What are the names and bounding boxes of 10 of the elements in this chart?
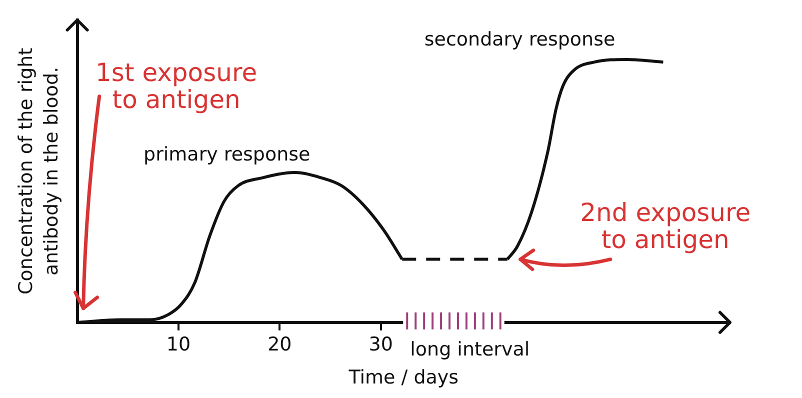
- annotation: 2nd exposure to antigen: [580, 198, 751, 254]
- x-tick-label: 20: [268, 334, 292, 356]
- text: long interval: [410, 338, 530, 360]
- annotation: 1st exposure to antigen: [96, 58, 258, 114]
- x-axis-title: Time / days: [348, 366, 459, 389]
- annotation: secondary response: [424, 28, 616, 50]
- y-axis-title: Concentration of the right antibody in the blood.: [14, 48, 62, 295]
- annotation: primary response: [144, 143, 310, 166]
- x-tick-label: 30: [368, 334, 393, 356]
- x-tick-label: 10: [166, 334, 191, 356]
